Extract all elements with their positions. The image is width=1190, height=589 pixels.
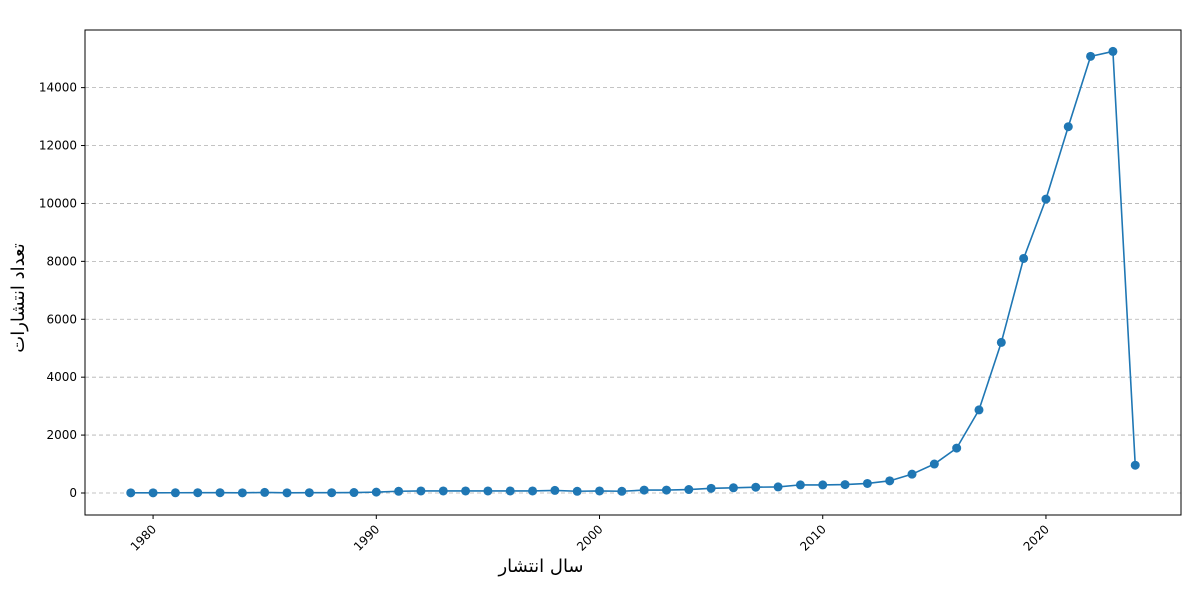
data-point xyxy=(728,483,738,493)
x-tick-label: 2020 xyxy=(1021,522,1052,553)
data-point xyxy=(438,486,448,496)
data-point xyxy=(304,488,314,498)
data-point xyxy=(528,486,538,496)
data-point xyxy=(929,459,939,469)
data-point xyxy=(1108,46,1118,56)
y-tick-label: 12000 xyxy=(39,139,77,153)
data-point xyxy=(416,486,426,496)
data-point xyxy=(148,488,158,498)
x-tick-label: 2000 xyxy=(574,522,605,553)
data-point xyxy=(505,486,515,496)
data-point xyxy=(572,486,582,496)
plot-frame xyxy=(84,29,1182,516)
data-point xyxy=(795,480,805,490)
data-point xyxy=(371,487,381,497)
data-point xyxy=(215,488,225,498)
data-point xyxy=(1130,460,1140,470)
data-point xyxy=(996,337,1006,347)
x-tick-label: 2010 xyxy=(797,522,828,553)
y-tick-label: 10000 xyxy=(39,196,77,210)
x-tick-label: 1980 xyxy=(128,522,159,553)
data-point xyxy=(617,486,627,496)
x-axis-label: سال انتشار xyxy=(497,556,583,577)
y-tick-label: 0 xyxy=(69,486,77,500)
x-axis-ticks: 1980 1990 2000 2010 2020 xyxy=(128,515,1052,554)
data-point xyxy=(237,488,247,498)
data-point xyxy=(885,476,895,486)
data-point xyxy=(282,488,292,498)
data-point xyxy=(327,488,337,498)
data-point xyxy=(840,480,850,490)
data-point xyxy=(907,469,917,479)
data-point xyxy=(595,486,605,496)
data-point xyxy=(483,486,493,496)
data-point xyxy=(661,485,671,495)
data-point xyxy=(461,486,471,496)
y-tick-label: 4000 xyxy=(46,370,77,384)
data-point xyxy=(394,486,404,496)
y-tick-label: 14000 xyxy=(39,81,77,95)
gridlines xyxy=(85,87,1181,494)
data-point xyxy=(349,488,359,498)
data-point xyxy=(639,485,649,495)
data-point xyxy=(751,482,761,492)
series-line xyxy=(130,50,1137,494)
plot-area xyxy=(85,30,1181,515)
data-point xyxy=(193,488,203,498)
data-point xyxy=(170,488,180,498)
y-tick-label: 2000 xyxy=(46,428,77,442)
data-point xyxy=(684,485,694,495)
data-point xyxy=(1019,253,1029,263)
y-tick-label: 8000 xyxy=(46,254,77,268)
y-axis-label: تعداد انتشارات xyxy=(8,243,29,353)
data-point xyxy=(952,443,962,453)
data-point xyxy=(1086,51,1096,61)
x-tick-label: 1990 xyxy=(351,522,382,553)
data-point xyxy=(773,482,783,492)
data-point xyxy=(862,478,872,488)
data-point xyxy=(818,480,828,490)
y-tick-label: 6000 xyxy=(46,312,77,326)
data-point xyxy=(126,488,136,498)
data-point xyxy=(260,487,270,497)
data-point xyxy=(1063,122,1073,132)
series-layer xyxy=(126,46,1140,498)
data-point xyxy=(550,485,560,495)
y-axis-ticks: 0 2000 4000 6000 8000 10000 12000 14000 xyxy=(39,81,85,500)
data-point xyxy=(974,405,984,415)
data-point xyxy=(706,483,716,493)
data-point xyxy=(1041,194,1051,204)
